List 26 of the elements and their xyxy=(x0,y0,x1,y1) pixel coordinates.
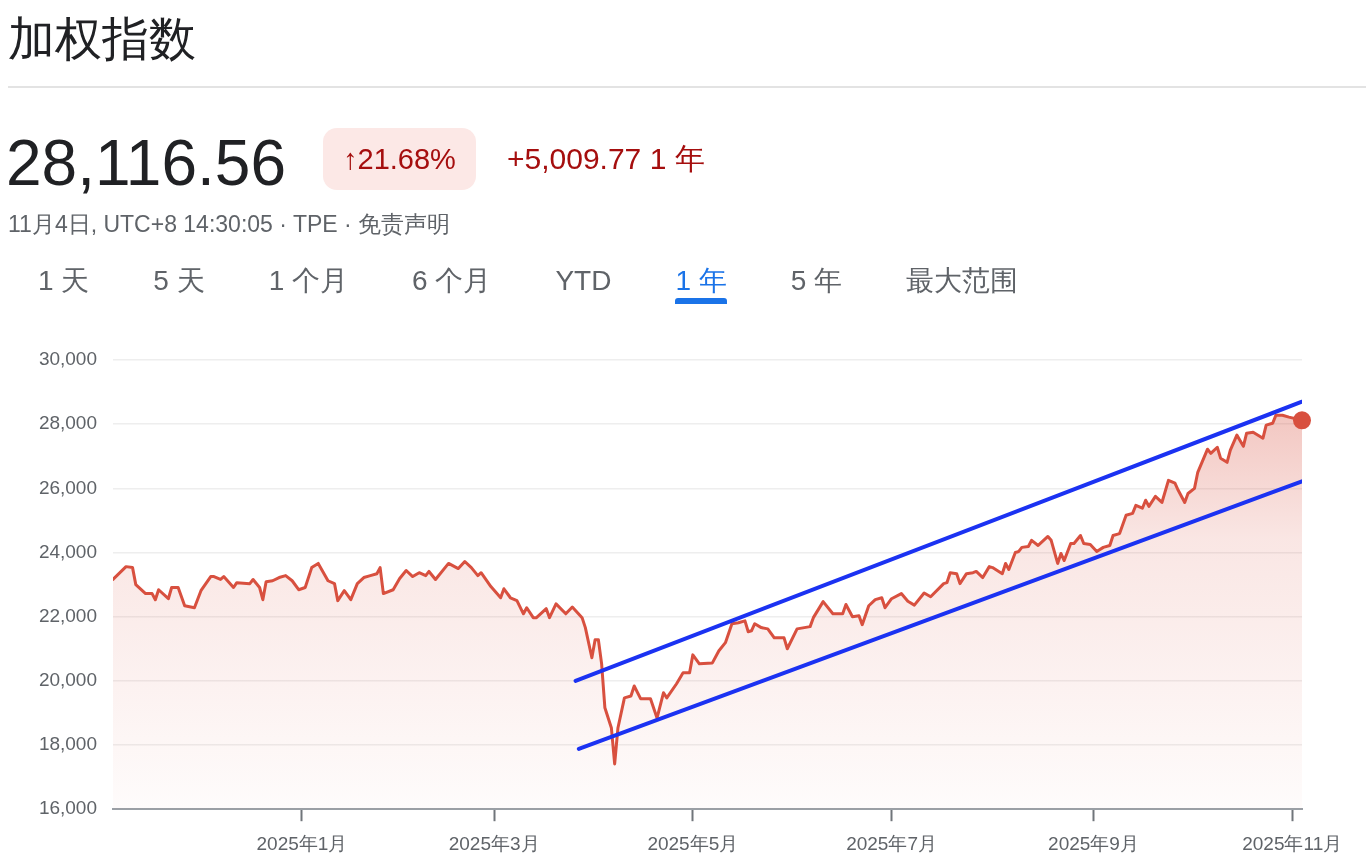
text: 28,116.56 xyxy=(6,126,286,201)
y-tick-label: 24,000 xyxy=(38,540,97,562)
text: 1 年 xyxy=(675,265,727,296)
x-tick-label: 2025年9月 xyxy=(1048,832,1139,854)
chart-subtitle: 11月4日, UTC+8 14:30:05 · TPE · 免责声明 xyxy=(8,210,451,239)
text: YTD xyxy=(555,265,612,296)
text: 1 天 xyxy=(38,265,90,296)
x-tick-label: 2025年3月 xyxy=(448,832,540,854)
text: 1 个月 xyxy=(268,265,349,296)
x-tick-label: 2025年1月 xyxy=(256,832,348,854)
y-tick-label: 16,000 xyxy=(38,797,97,819)
x-tick-label: 2025年5月 xyxy=(647,832,739,854)
y-tick-label: 18,000 xyxy=(38,733,97,755)
text: 5 天 xyxy=(153,265,205,296)
text: 5 年 xyxy=(790,265,843,296)
y-tick-label: 28,000 xyxy=(38,412,97,434)
text: 6 个月 xyxy=(412,265,492,296)
x-tick-label: 2025年7月 xyxy=(846,832,937,854)
text: 最大范围 xyxy=(906,265,1019,296)
y-tick-label: 26,000 xyxy=(38,476,97,498)
y-tick-label: 30,000 xyxy=(38,348,97,370)
y-tick-label: 20,000 xyxy=(38,669,97,691)
y-tick-label: 22,000 xyxy=(38,604,97,626)
chart-title: 加权指数 xyxy=(8,11,196,67)
x-tick-label: 2025年11月 xyxy=(1242,832,1343,854)
text: +5,009.77 1 年 xyxy=(507,141,705,177)
